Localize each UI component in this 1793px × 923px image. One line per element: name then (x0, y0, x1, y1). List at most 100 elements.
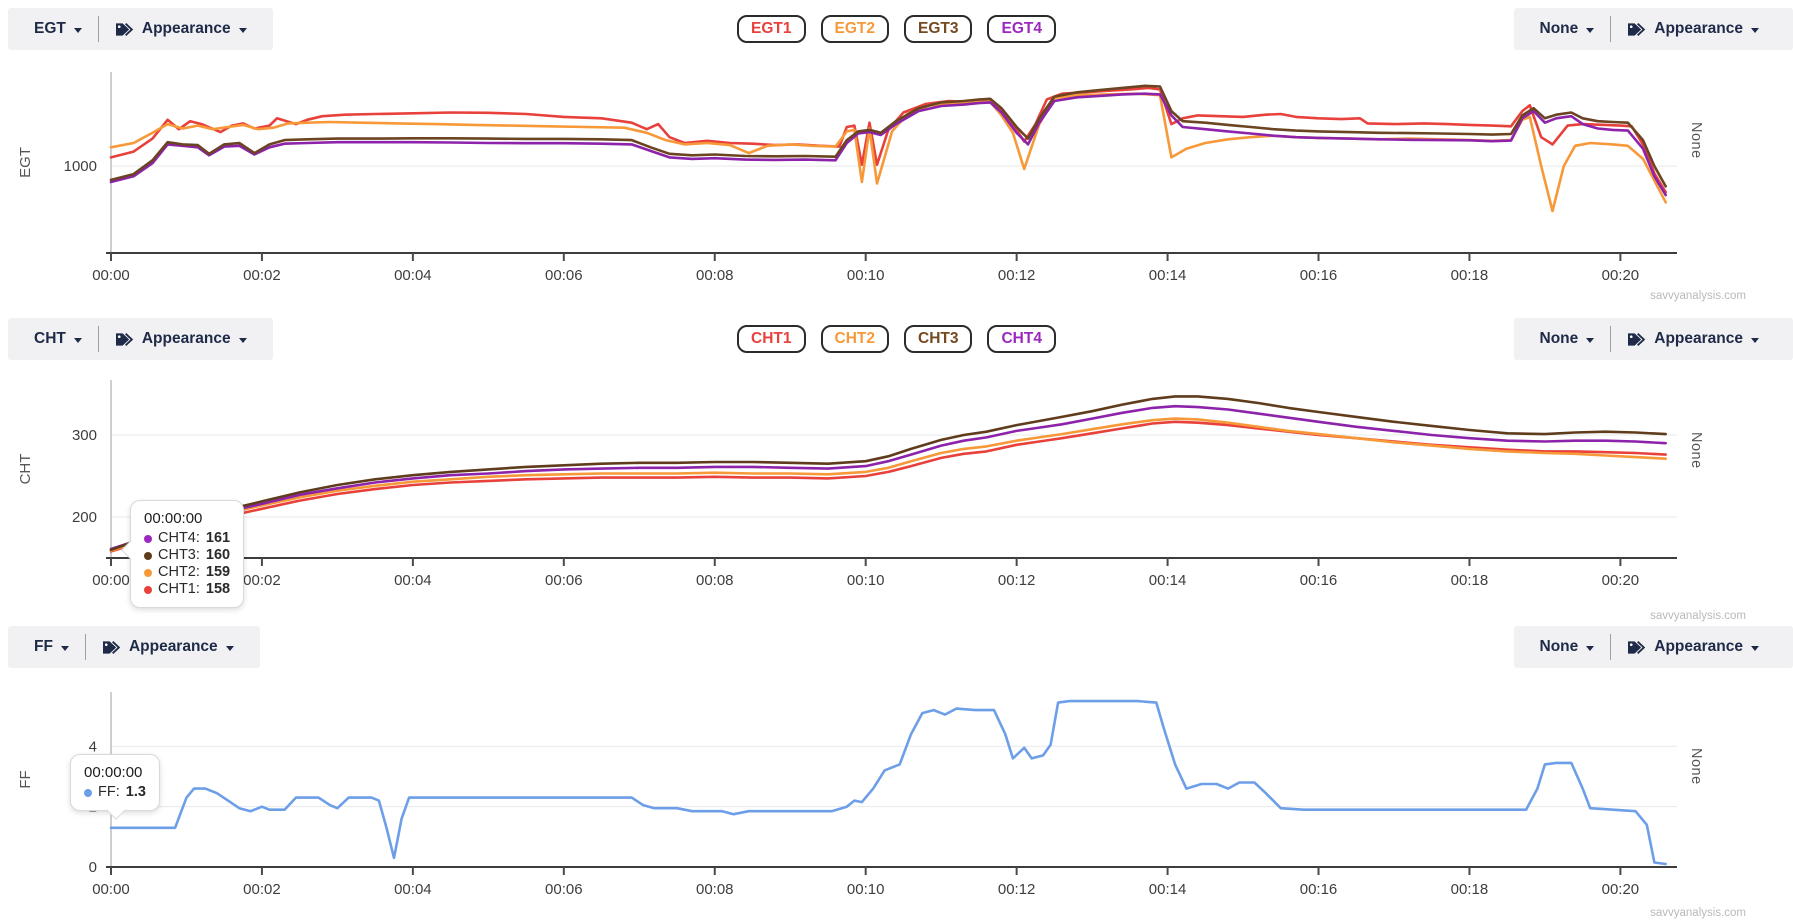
svg-text:00:00: 00:00 (92, 267, 130, 284)
chevron-down-icon (1751, 27, 1759, 33)
tags-icon (1628, 332, 1646, 346)
series-dot (144, 534, 152, 543)
egt-chart-area: 1000 00:00 00:02 00:04 00:06 00:08 00:10 00:12 0… (0, 60, 1793, 306)
watermark: savvyanalysis.com (1650, 907, 1746, 919)
svg-text:00:20: 00:20 (1602, 267, 1640, 284)
svg-text:00:10: 00:10 (847, 572, 885, 589)
cht-series-dropdown-label: CHT (34, 330, 66, 347)
cht-right-axis-dropdown[interactable]: None (1540, 330, 1595, 348)
egt-legend: EGT1 EGT2 EGT3 EGT4 (0, 8, 1793, 50)
cht1-legend-button[interactable]: CHT1 (737, 325, 806, 353)
series-dot (144, 551, 152, 560)
egt3-legend-button[interactable]: EGT3 (904, 15, 973, 43)
cht-chart-area: 200 300 00:00 00:02 00:04 00:06 00:08 00:10 00:1… (0, 372, 1793, 626)
cht-right-controls: None Appearance (1513, 318, 1793, 360)
cht-series-dropdown[interactable]: CHT (34, 330, 82, 348)
svg-text:00:04: 00:04 (394, 881, 432, 898)
egt-appearance-dropdown[interactable]: Appearance (115, 20, 247, 38)
egt2-legend-button[interactable]: EGT2 (820, 15, 889, 43)
chevron-down-icon (73, 337, 82, 343)
chevron-down-icon (1751, 645, 1759, 651)
egt-series-dropdown[interactable]: EGT (34, 20, 82, 38)
svg-text:200: 200 (72, 509, 97, 526)
tooltip-row: CHT2: 159 (144, 564, 230, 581)
ff-right-controls: None Appearance (1513, 626, 1793, 668)
svg-text:00:18: 00:18 (1451, 267, 1489, 284)
ff-appearance-label: Appearance (128, 638, 218, 655)
tooltip-value: 161 (205, 530, 231, 546)
tags-icon (1628, 22, 1646, 36)
chevron-down-icon (60, 645, 69, 651)
tags-icon (115, 332, 134, 346)
svg-text:00:04: 00:04 (394, 572, 432, 589)
egt4-legend-button[interactable]: EGT4 (987, 15, 1056, 43)
svg-text:300: 300 (72, 427, 97, 444)
egt-chart[interactable]: 1000 00:00 00:02 00:04 00:06 00:08 00:10 00:12 0… (0, 60, 1793, 306)
tooltip-label: CHT3: (158, 547, 200, 563)
ff-right-appearance-label: Appearance (1654, 638, 1743, 655)
cht-right-appearance-dropdown[interactable]: Appearance (1627, 330, 1759, 348)
svg-text:00:02: 00:02 (243, 267, 281, 284)
chevron-down-icon (238, 337, 247, 343)
chevron-down-icon (1751, 337, 1759, 343)
svg-text:00:16: 00:16 (1300, 572, 1338, 589)
svg-text:00:12: 00:12 (998, 572, 1036, 589)
svg-text:00:08: 00:08 (696, 572, 734, 589)
egt-right-appearance-dropdown[interactable]: Appearance (1627, 20, 1759, 38)
egt-right-controls: None Appearance (1513, 8, 1793, 50)
egt-right-axis-title: None (1688, 122, 1704, 159)
chevron-down-icon (1586, 27, 1595, 33)
watermark: savvyanalysis.com (1650, 610, 1746, 622)
egt1-legend-button[interactable]: EGT1 (737, 15, 806, 43)
tooltip-value: 158 (205, 581, 231, 597)
tooltip-value: 1.3 (125, 784, 146, 800)
chevron-down-icon (225, 645, 234, 651)
tags-icon (1628, 640, 1646, 654)
svg-text:00:14: 00:14 (1149, 881, 1187, 898)
ff-panel: FF Appearance None (0, 626, 1793, 923)
svg-text:00:00: 00:00 (92, 881, 130, 898)
cht2-legend-button[interactable]: CHT2 (820, 325, 889, 353)
cht-legend: CHT1 CHT2 CHT3 CHT4 (0, 318, 1793, 360)
ff-series-dropdown[interactable]: FF (34, 638, 69, 656)
ff-series-dropdown-label: FF (34, 638, 53, 655)
svg-text:1000: 1000 (64, 158, 97, 175)
svg-text:00:20: 00:20 (1602, 572, 1640, 589)
svg-text:00:16: 00:16 (1300, 267, 1338, 284)
cht-right-appearance-label: Appearance (1654, 330, 1743, 347)
egt-right-axis-dropdown[interactable]: None (1540, 20, 1595, 38)
divider (1610, 326, 1612, 352)
ff-right-appearance-dropdown[interactable]: Appearance (1627, 638, 1759, 656)
chevron-down-icon (238, 27, 247, 33)
svg-text:00:04: 00:04 (394, 267, 432, 284)
divider (1610, 634, 1612, 660)
ff-chart[interactable]: 02400:0000:0200:0400:0600:0800:1000:1200… (0, 690, 1793, 923)
tooltip-label: CHT1: (158, 581, 200, 597)
tooltip-row: FF: 1.3 (84, 784, 146, 801)
egt-right-axis-dropdown-label: None (1539, 20, 1579, 37)
tooltip-row: CHT3: 160 (144, 547, 230, 564)
egt-series-dropdown-label: EGT (34, 20, 66, 37)
ff-chart-area: 02400:0000:0200:0400:0600:0800:1000:1200… (0, 690, 1793, 923)
tooltip-time: 00:00:00 (84, 764, 143, 781)
divider (97, 326, 99, 352)
ff-appearance-dropdown[interactable]: Appearance (102, 638, 234, 656)
cht3-legend-button[interactable]: CHT3 (904, 325, 973, 353)
series-dot (84, 788, 92, 797)
svg-text:00:08: 00:08 (696, 881, 734, 898)
ff-tooltip: 00:00:00 FF: 1.3 (70, 754, 160, 820)
svg-text:0: 0 (89, 859, 97, 876)
cht-appearance-label: Appearance (141, 330, 231, 347)
svg-text:CHT: CHT (17, 454, 34, 485)
chevron-down-icon (1586, 337, 1595, 343)
tooltip-label: FF: (98, 784, 120, 800)
svg-text:00:10: 00:10 (847, 881, 885, 898)
chevron-down-icon (73, 27, 82, 33)
cht-chart[interactable]: 200 300 00:00 00:02 00:04 00:06 00:08 00:10 00:1… (0, 372, 1793, 626)
svg-text:00:02: 00:02 (243, 881, 281, 898)
cht-appearance-dropdown[interactable]: Appearance (115, 330, 247, 348)
cht4-legend-button[interactable]: CHT4 (987, 325, 1056, 353)
ff-right-axis-dropdown[interactable]: None (1540, 638, 1595, 656)
chevron-down-icon (1586, 645, 1595, 651)
svg-text:00:12: 00:12 (998, 881, 1036, 898)
